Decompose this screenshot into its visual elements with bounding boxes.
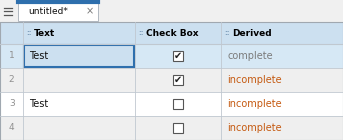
Bar bbox=[0, 92, 343, 116]
Text: 3: 3 bbox=[9, 100, 14, 108]
Text: incomplete: incomplete bbox=[227, 75, 282, 85]
Bar bbox=[0, 22, 343, 140]
Bar bbox=[0, 22, 343, 44]
Bar bbox=[18, 0, 98, 21]
Text: incomplete: incomplete bbox=[227, 123, 282, 133]
Text: ::: :: bbox=[224, 30, 230, 36]
Bar bbox=[0, 116, 343, 140]
Bar bbox=[24, 45, 134, 67]
Bar bbox=[173, 75, 184, 85]
Text: ✔: ✔ bbox=[174, 51, 182, 60]
Bar bbox=[0, 68, 343, 92]
Bar bbox=[0, 44, 343, 68]
Text: 4: 4 bbox=[9, 123, 14, 132]
Bar bbox=[0, 22, 343, 140]
Text: ::: :: bbox=[26, 30, 32, 36]
Text: 1: 1 bbox=[9, 52, 14, 60]
Text: ✔: ✔ bbox=[174, 74, 182, 85]
Text: Test: Test bbox=[29, 51, 49, 61]
Bar bbox=[173, 51, 184, 61]
Bar bbox=[0, 0, 343, 22]
Text: ×: × bbox=[86, 6, 94, 16]
Text: complete: complete bbox=[227, 51, 273, 61]
Text: Text: Text bbox=[34, 29, 56, 38]
Text: incomplete: incomplete bbox=[227, 99, 282, 109]
Text: Derived: Derived bbox=[232, 29, 272, 38]
Bar bbox=[173, 99, 184, 109]
Text: untitled*: untitled* bbox=[28, 6, 68, 16]
Text: ::: :: bbox=[139, 30, 144, 36]
Text: Test: Test bbox=[29, 99, 49, 109]
Text: Check Box: Check Box bbox=[146, 29, 199, 38]
Bar bbox=[173, 123, 184, 133]
Text: 2: 2 bbox=[9, 75, 14, 85]
